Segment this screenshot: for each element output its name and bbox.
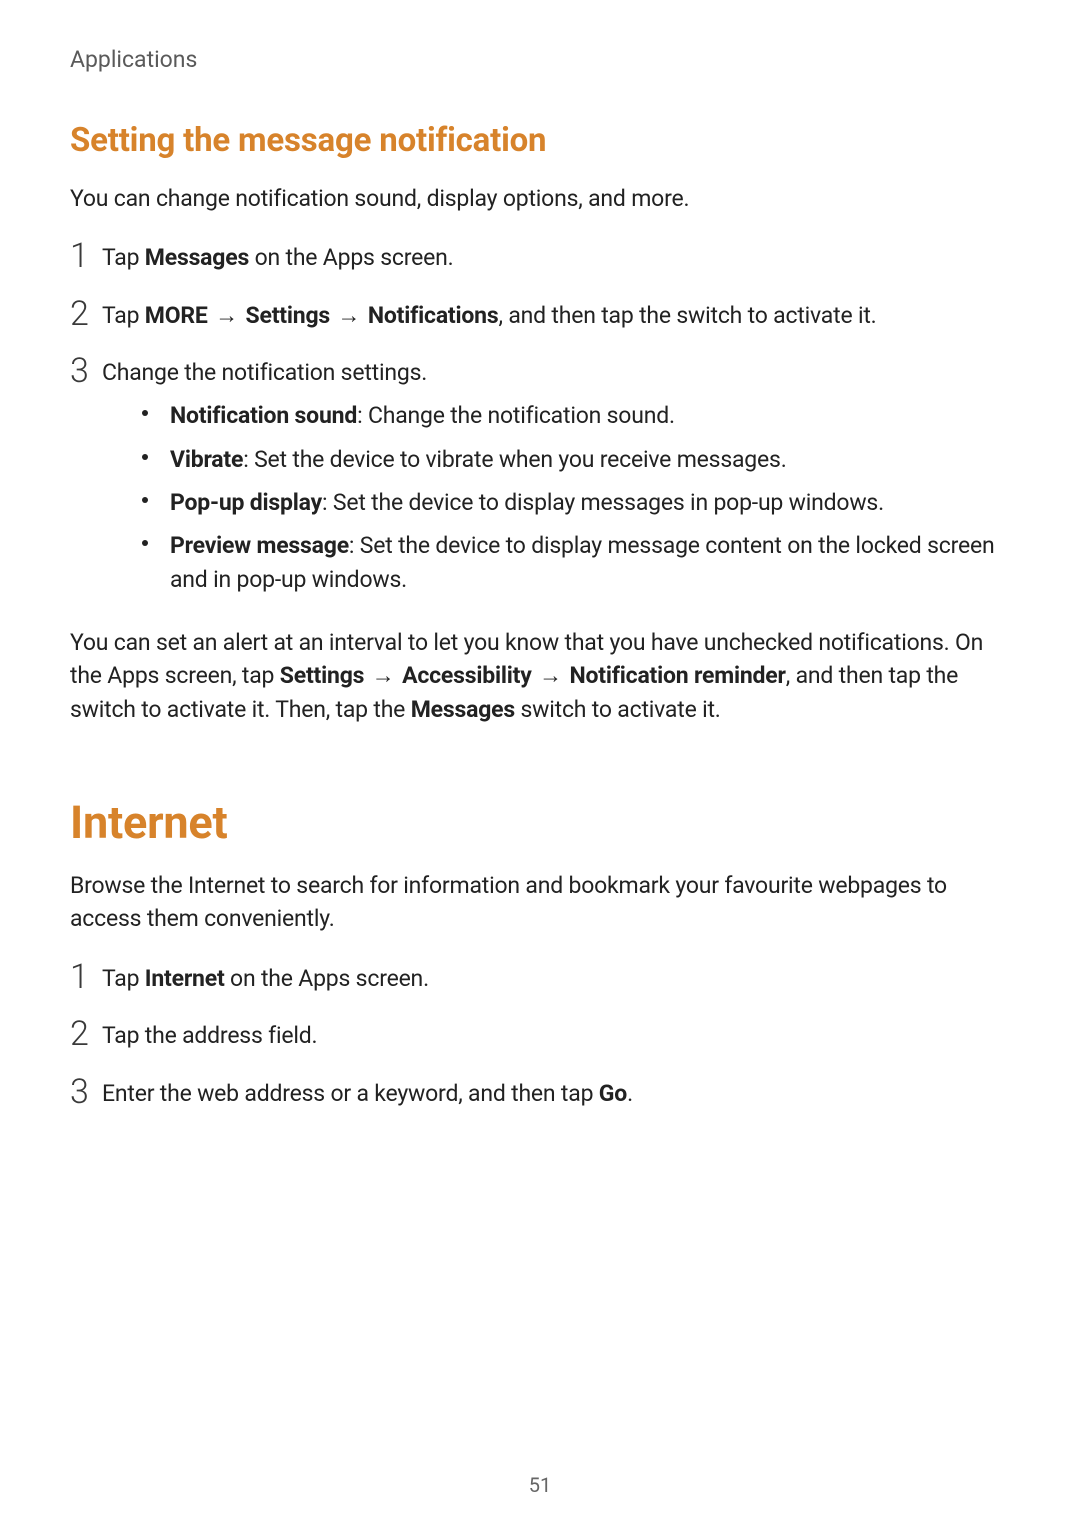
text-run	[364, 662, 370, 689]
step-item: 1Tap Messages on the Apps screen.	[70, 237, 1010, 274]
step-item: 2Tap MORE → Settings → Notifications, an…	[70, 295, 1010, 332]
section-intro: You can change notification sound, displ…	[70, 182, 1010, 215]
text-run: on the Apps screen.	[225, 965, 429, 992]
step-number: 3	[70, 1075, 102, 1109]
bullet-item: Notification sound: Change the notificat…	[132, 399, 1010, 432]
text-run	[532, 662, 538, 689]
step-text: Tap the address field.	[102, 1019, 317, 1052]
step-text: Tap MORE → Settings → Notifications, and…	[102, 299, 877, 332]
arrow-icon: →	[372, 659, 395, 692]
text-run	[208, 302, 214, 329]
bullet-item: Pop-up display: Set the device to displa…	[132, 486, 1010, 519]
section-heading-notification: Setting the message notification	[70, 121, 1010, 160]
text-run: Tap	[102, 302, 145, 329]
document-page: Applications Setting the message notific…	[0, 0, 1080, 1527]
bold-text: Internet	[145, 965, 225, 992]
bullet-label: Pop-up display	[170, 489, 322, 516]
text-run: Tap the address field.	[102, 1022, 317, 1049]
arrow-icon: →	[338, 299, 361, 332]
bold-text: Accessibility	[402, 662, 532, 689]
bullet-label: Preview message	[170, 532, 349, 559]
text-run: .	[627, 1080, 633, 1107]
bullet-desc: : Change the notification sound.	[357, 402, 675, 429]
step-number: 3	[70, 354, 102, 388]
bullet-list: Notification sound: Change the notificat…	[132, 399, 1010, 596]
bullet-dot-icon	[142, 410, 148, 416]
step-list-section2: 1Tap Internet on the Apps screen.2Tap th…	[70, 958, 1010, 1110]
text-run: Tap	[102, 965, 145, 992]
text-run: on the Apps screen.	[249, 244, 453, 271]
section-heading-internet: Internet	[70, 796, 1010, 849]
section1-outro: You can set an alert at an interval to l…	[70, 626, 1010, 726]
bullet-item: Vibrate: Set the device to vibrate when …	[132, 443, 1010, 476]
bold-text: Notifications	[368, 302, 499, 329]
arrow-icon: →	[539, 659, 562, 692]
bullet-dot-icon	[142, 497, 148, 503]
step-text: Tap Messages on the Apps screen.	[102, 241, 453, 274]
step-item: 3Change the notification settings. Notifi…	[70, 352, 1010, 606]
step-number: 2	[70, 1017, 102, 1051]
step-list-section1: 1Tap Messages on the Apps screen.2Tap MO…	[70, 237, 1010, 606]
step-item: 1Tap Internet on the Apps screen.	[70, 958, 1010, 995]
bullet-label: Vibrate	[170, 446, 243, 473]
page-number: 51	[0, 1473, 1080, 1497]
bullet-dot-icon	[142, 540, 148, 546]
text-run: Tap	[102, 244, 145, 271]
bullet-desc: : Set the device to display messages in …	[322, 489, 884, 516]
step-text: Change the notification settings. Notific…	[102, 356, 1010, 606]
arrow-icon: →	[215, 299, 238, 332]
step-text: Enter the web address or a keyword, and …	[102, 1077, 633, 1110]
bold-text: Go	[599, 1080, 627, 1107]
bullet-dot-icon	[142, 454, 148, 460]
bold-text: Notification reminder	[569, 662, 785, 689]
bold-text: Messages	[145, 244, 249, 271]
step-text: Tap Internet on the Apps screen.	[102, 962, 429, 995]
step-number: 2	[70, 297, 102, 331]
bullet-item: Preview message: Set the device to displ…	[132, 529, 1010, 596]
step-number: 1	[70, 239, 102, 273]
section2-intro: Browse the Internet to search for inform…	[70, 869, 1010, 936]
bold-text: Messages	[411, 696, 515, 723]
step-number: 1	[70, 960, 102, 994]
bullet-label: Notification sound	[170, 402, 357, 429]
bold-text: Settings	[246, 302, 330, 329]
text-run: , and then tap the switch to activate it…	[499, 302, 877, 329]
text-run: Change the notification settings.	[102, 359, 427, 386]
breadcrumb: Applications	[70, 46, 1010, 73]
bold-text: MORE	[145, 302, 208, 329]
text-run: Enter the web address or a keyword, and …	[102, 1080, 599, 1107]
step-item: 3Enter the web address or a keyword, and…	[70, 1073, 1010, 1110]
text-run: switch to activate it.	[515, 696, 721, 723]
step-item: 2Tap the address field.	[70, 1015, 1010, 1052]
bullet-desc: : Set the device to vibrate when you rec…	[243, 446, 786, 473]
text-run	[330, 302, 336, 329]
bold-text: Settings	[280, 662, 364, 689]
